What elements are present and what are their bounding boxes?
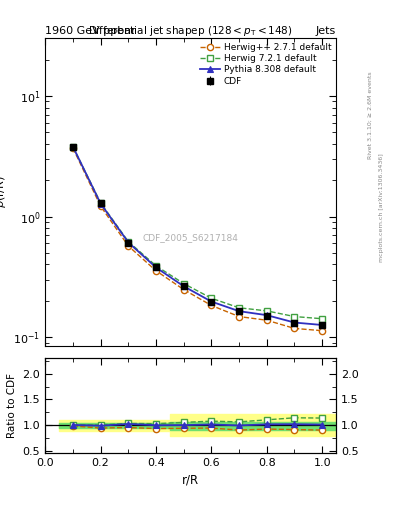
Pythia 8.308 default xyxy=(154,264,158,270)
Herwig++ 2.7.1 default xyxy=(320,328,325,334)
X-axis label: r/R: r/R xyxy=(182,474,199,486)
Herwig 7.2.1 default xyxy=(209,295,214,301)
Text: 1960 GeV ppbar: 1960 GeV ppbar xyxy=(45,26,136,36)
Pythia 8.308 default xyxy=(126,239,130,245)
Herwig 7.2.1 default xyxy=(70,143,75,150)
Pythia 8.308 default xyxy=(264,312,269,318)
Herwig 7.2.1 default xyxy=(237,305,241,311)
Herwig 7.2.1 default xyxy=(126,239,130,245)
Pythia 8.308 default xyxy=(181,283,186,289)
Herwig 7.2.1 default xyxy=(181,281,186,287)
Text: Rivet 3.1.10; ≥ 2.6M events: Rivet 3.1.10; ≥ 2.6M events xyxy=(367,71,373,159)
Herwig 7.2.1 default xyxy=(320,316,325,322)
Line: Pythia 8.308 default: Pythia 8.308 default xyxy=(70,143,325,328)
Herwig++ 2.7.1 default xyxy=(209,303,214,309)
Pythia 8.308 default xyxy=(292,319,297,326)
Herwig++ 2.7.1 default xyxy=(70,145,75,151)
Title: Differential jet shapep $(128 < p_\mathrm{T} < 148)$: Differential jet shapep $(128 < p_\mathr… xyxy=(88,24,293,38)
Y-axis label: $\rho$(r/R): $\rho$(r/R) xyxy=(0,176,8,208)
Text: Jets: Jets xyxy=(316,26,336,36)
Legend: Herwig++ 2.7.1 default, Herwig 7.2.1 default, Pythia 8.308 default, CDF: Herwig++ 2.7.1 default, Herwig 7.2.1 def… xyxy=(198,41,333,88)
Pythia 8.308 default xyxy=(209,298,214,305)
Text: mcplots.cern.ch [arXiv:1306.3436]: mcplots.cern.ch [arXiv:1306.3436] xyxy=(379,153,384,262)
Herwig++ 2.7.1 default xyxy=(154,268,158,274)
Line: Herwig++ 2.7.1 default: Herwig++ 2.7.1 default xyxy=(70,145,325,334)
Line: Herwig 7.2.1 default: Herwig 7.2.1 default xyxy=(70,143,325,322)
Herwig++ 2.7.1 default xyxy=(292,325,297,331)
Herwig++ 2.7.1 default xyxy=(98,203,103,209)
Herwig 7.2.1 default xyxy=(292,313,297,319)
Herwig++ 2.7.1 default xyxy=(237,313,241,319)
Herwig 7.2.1 default xyxy=(264,308,269,314)
Pythia 8.308 default xyxy=(70,143,75,150)
Herwig++ 2.7.1 default xyxy=(264,317,269,323)
Text: CDF_2005_S6217184: CDF_2005_S6217184 xyxy=(143,233,239,243)
Herwig++ 2.7.1 default xyxy=(126,243,130,249)
Herwig++ 2.7.1 default xyxy=(181,286,186,292)
Pythia 8.308 default xyxy=(237,308,241,314)
Pythia 8.308 default xyxy=(320,322,325,328)
Herwig 7.2.1 default xyxy=(98,200,103,206)
Herwig 7.2.1 default xyxy=(154,263,158,269)
Pythia 8.308 default xyxy=(98,201,103,207)
Y-axis label: Ratio to CDF: Ratio to CDF xyxy=(7,373,17,438)
